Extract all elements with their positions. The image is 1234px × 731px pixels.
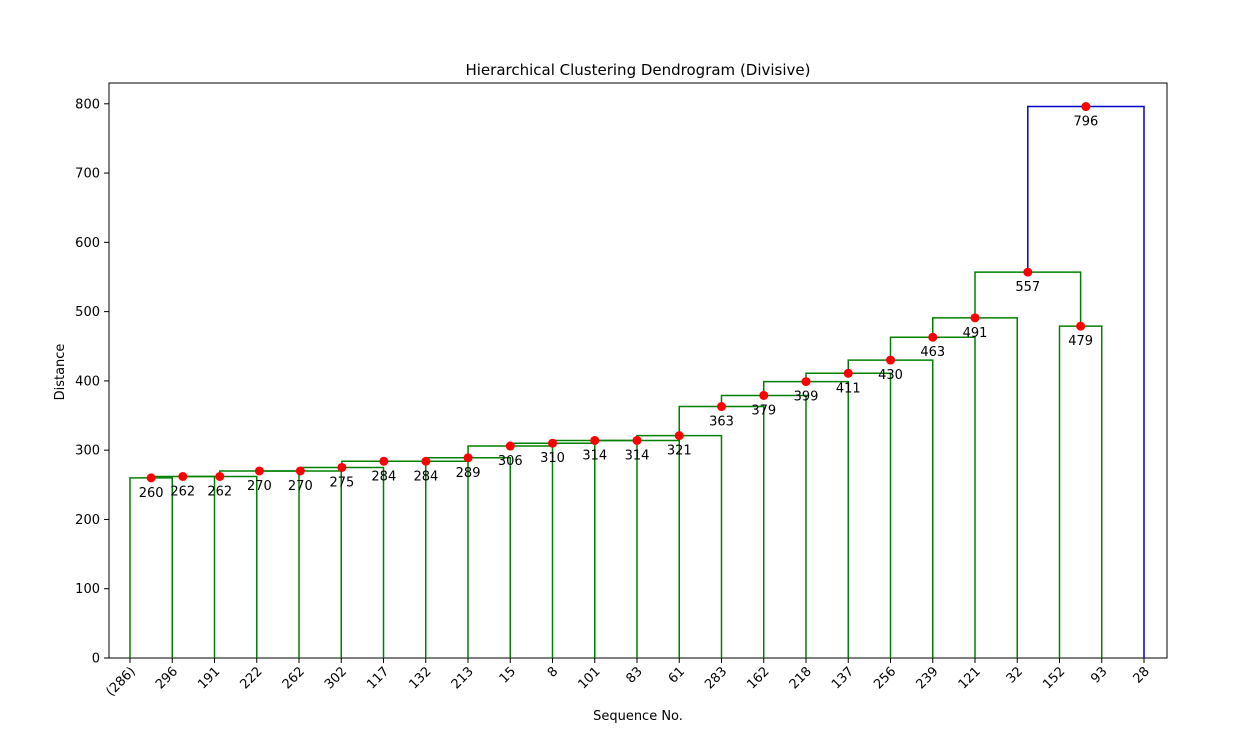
x-tick-label-leaf: 121 [956, 664, 984, 692]
link-m24 [1027, 105, 1145, 658]
merge-label-m17: 399 [794, 390, 819, 405]
merge-marker-m23 [1023, 267, 1033, 277]
x-tick-label-leaf: (286) [103, 664, 138, 699]
merge-label-m14: 321 [667, 444, 692, 459]
merge-label-m7: 284 [371, 469, 396, 484]
merge-marker-m7 [379, 456, 389, 466]
merge-label-m5: 270 [288, 479, 313, 494]
merge-marker-m5 [295, 466, 305, 476]
merge-label-m4: 270 [247, 479, 272, 494]
merge-label-m21: 491 [963, 326, 988, 341]
link-m1 [129, 477, 173, 658]
x-tick-label-leaf: 83 [624, 664, 646, 686]
x-tick-label-leaf: 61 [666, 664, 688, 686]
merge-label-m15: 363 [709, 415, 734, 430]
x-tick-label-leaf: 8 [545, 664, 561, 680]
x-tick-label-leaf: 93 [1088, 664, 1110, 686]
y-tick-label: 300 [75, 444, 100, 459]
merge-marker-m16 [759, 390, 769, 400]
merge-label-m6: 275 [329, 475, 354, 490]
link-m22 [1058, 325, 1103, 658]
merge-markers [146, 102, 1091, 483]
merge-label-m20: 463 [920, 345, 945, 360]
merge-marker-m11 [548, 438, 558, 448]
merge-marker-m14 [674, 431, 684, 441]
x-tick-label-leaf: 117 [364, 664, 392, 692]
x-axis: (286) 296 191 222 262 302 117 132 213 15 8 101 83 61 2… [103, 658, 1153, 700]
x-tick-label-leaf: 15 [497, 664, 519, 686]
y-tick-label: 100 [75, 582, 100, 597]
x-tick-label-leaf: 213 [449, 664, 477, 692]
merge-marker-m6 [337, 462, 347, 472]
link-m5 [259, 470, 342, 658]
dendrogram-links [129, 105, 1145, 658]
x-tick-label-leaf: 239 [913, 664, 941, 692]
link-m3 [182, 475, 258, 658]
merge-label-m12: 314 [582, 448, 607, 463]
x-tick-label-leaf: 32 [1004, 664, 1026, 686]
merge-marker-m1 [146, 473, 156, 483]
merge-label-m22: 479 [1068, 334, 1093, 349]
y-tick-label: 500 [75, 305, 100, 320]
merge-marker-m9 [463, 453, 473, 463]
y-tick-label: 700 [75, 167, 100, 182]
merge-marker-m12 [590, 435, 600, 445]
x-tick-label-leaf: 191 [195, 664, 223, 692]
merge-marker-m17 [801, 377, 811, 387]
x-tick-label-leaf: 296 [153, 664, 181, 692]
chart-title: Hierarchical Clustering Dendrogram (Divi… [465, 61, 810, 79]
merge-marker-m21 [970, 313, 980, 323]
x-tick-label-leaf: 152 [1040, 664, 1068, 692]
x-tick-label-leaf: 262 [280, 664, 308, 692]
merge-marker-m18 [843, 368, 853, 378]
x-tick-label-leaf: 256 [871, 664, 899, 692]
y-tick-label: 400 [75, 374, 100, 389]
merge-label-m16: 379 [751, 403, 776, 418]
y-axis: 0 100 200 300 400 500 600 700 800 [75, 97, 109, 667]
x-tick-label-leaf: 222 [237, 664, 265, 692]
merge-marker-m20 [928, 332, 938, 342]
x-tick-label-leaf: 28 [1131, 664, 1153, 686]
merge-label-m11: 310 [540, 451, 565, 466]
merge-marker-m2 [178, 471, 188, 481]
x-tick-label-leaf: 101 [575, 664, 603, 692]
merge-marker-m8 [421, 456, 431, 466]
x-tick-label-leaf: 218 [787, 664, 815, 692]
merge-label-m1: 260 [139, 486, 164, 501]
link-m2 [150, 475, 216, 658]
merge-label-m23: 557 [1015, 280, 1040, 295]
x-tick-label-leaf: 162 [744, 664, 772, 692]
x-axis-label: Sequence No. [593, 709, 683, 724]
merge-label-m18: 411 [836, 381, 861, 396]
x-tick-label-leaf: 137 [829, 664, 857, 692]
x-tick-label-leaf: 283 [702, 664, 730, 692]
merge-label-m3: 262 [207, 484, 232, 499]
merge-label-m24: 796 [1073, 115, 1098, 130]
merge-marker-m10 [505, 441, 515, 451]
merge-label-m8: 284 [414, 469, 439, 484]
plot-area-frame [108, 82, 1168, 659]
merge-label-m2: 262 [170, 484, 195, 499]
merge-marker-m19 [886, 355, 896, 365]
y-tick-label: 0 [92, 652, 100, 667]
merge-marker-m4 [254, 466, 264, 476]
merge-marker-m13 [632, 435, 642, 445]
merge-marker-m15 [717, 402, 727, 412]
merge-label-m13: 314 [625, 448, 650, 463]
merge-label-m9: 289 [456, 466, 481, 481]
y-tick-label: 200 [75, 513, 100, 528]
x-tick-label-leaf: 132 [406, 664, 434, 692]
merge-marker-m3 [215, 471, 225, 481]
link-m13 [594, 439, 680, 658]
merge-label-m19: 430 [878, 368, 903, 383]
merge-marker-m22 [1076, 321, 1086, 331]
merge-label-m10: 306 [498, 454, 523, 469]
x-tick-label-leaf: 302 [322, 664, 350, 692]
y-tick-label: 600 [75, 236, 100, 251]
merge-marker-m24 [1081, 102, 1091, 112]
y-tick-label: 800 [75, 97, 100, 112]
y-axis-label: Distance [53, 344, 68, 401]
merge-distance-labels: 260 262 262 270 270 275 284 284 289 306 310 314 314 3… [139, 115, 1099, 501]
